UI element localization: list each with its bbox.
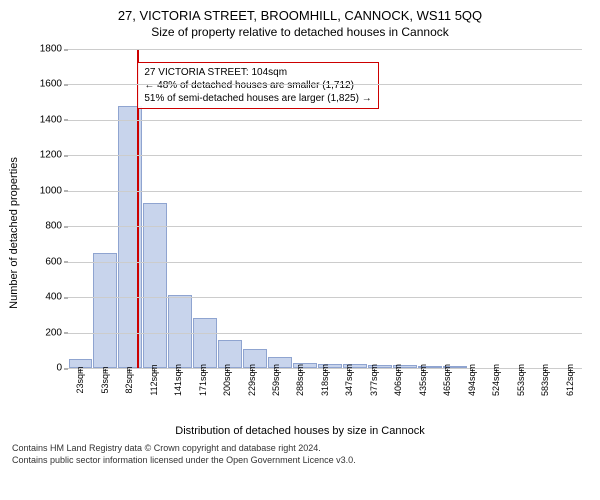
chart-subtitle: Size of property relative to detached ho… — [12, 25, 588, 39]
y-tick-label: 1400 — [40, 114, 68, 125]
x-tick-label: 347sqm — [344, 364, 354, 396]
plot-wrap: 27 VICTORIA STREET: 104sqm← 48% of detac… — [68, 49, 582, 369]
y-tick-label: 400 — [45, 292, 68, 303]
x-tick-label: 524sqm — [491, 364, 501, 396]
y-tick-label: 800 — [45, 221, 68, 232]
plot-region: 27 VICTORIA STREET: 104sqm← 48% of detac… — [68, 49, 582, 369]
x-tick-label: 141sqm — [173, 364, 183, 396]
x-ticks-group: 23sqm53sqm82sqm112sqm141sqm171sqm200sqm2… — [68, 369, 582, 423]
x-tick: 406sqm — [386, 369, 410, 423]
histogram-bar — [193, 318, 217, 368]
x-tick-label: 318sqm — [320, 364, 330, 396]
x-tick-label: 406sqm — [393, 364, 403, 396]
grid-line — [68, 191, 582, 192]
y-tick-label: 1800 — [40, 44, 68, 55]
footer-line-2: Contains public sector information licen… — [12, 455, 588, 467]
y-axis-label: Number of detached properties — [8, 157, 20, 309]
x-tick: 200sqm — [215, 369, 239, 423]
y-tick-label: 600 — [45, 256, 68, 267]
x-tick-label: 82sqm — [124, 366, 134, 393]
x-tick: 524sqm — [484, 369, 508, 423]
x-tick: 112sqm — [141, 369, 165, 423]
footer-line-1: Contains HM Land Registry data © Crown c… — [12, 443, 588, 455]
x-tick: 347sqm — [337, 369, 361, 423]
x-tick: 53sqm — [92, 369, 116, 423]
x-tick-label: 171sqm — [198, 364, 208, 396]
x-tick: 82sqm — [117, 369, 141, 423]
grid-line — [68, 262, 582, 263]
grid-line — [68, 297, 582, 298]
annotation-line: 27 VICTORIA STREET: 104sqm — [144, 66, 371, 79]
x-tick-label: 494sqm — [467, 364, 477, 396]
y-tick-label: 1600 — [40, 79, 68, 90]
footer: Contains HM Land Registry data © Crown c… — [12, 443, 588, 466]
y-tick-label: 0 — [56, 363, 68, 374]
x-tick: 465sqm — [435, 369, 459, 423]
chart-area: Number of detached properties 27 VICTORI… — [22, 43, 582, 423]
x-tick-label: 435sqm — [418, 364, 428, 396]
x-tick: 435sqm — [411, 369, 435, 423]
grid-line — [68, 120, 582, 121]
grid-line — [68, 155, 582, 156]
x-tick-label: 112sqm — [149, 364, 159, 395]
histogram-bar — [143, 203, 167, 368]
x-tick: 141sqm — [166, 369, 190, 423]
x-tick: 318sqm — [313, 369, 337, 423]
chart-title: 27, VICTORIA STREET, BROOMHILL, CANNOCK,… — [12, 8, 588, 23]
grid-line — [68, 84, 582, 85]
x-axis-label: Distribution of detached houses by size … — [12, 425, 588, 437]
x-tick: 494sqm — [460, 369, 484, 423]
x-tick-label: 553sqm — [516, 364, 526, 396]
y-tick-label: 200 — [45, 327, 68, 338]
x-tick: 377sqm — [362, 369, 386, 423]
x-tick-label: 53sqm — [100, 366, 110, 393]
y-tick-label: 1200 — [40, 150, 68, 161]
x-tick-label: 377sqm — [369, 364, 379, 396]
x-tick: 171sqm — [190, 369, 214, 423]
grid-line — [68, 333, 582, 334]
chart-container: 27, VICTORIA STREET, BROOMHILL, CANNOCK,… — [0, 0, 600, 500]
x-tick: 23sqm — [68, 369, 92, 423]
y-tick-label: 1000 — [40, 185, 68, 196]
x-tick-label: 229sqm — [247, 364, 257, 396]
grid-line — [68, 49, 582, 50]
x-tick: 288sqm — [288, 369, 312, 423]
x-tick-label: 465sqm — [442, 364, 452, 396]
x-tick-label: 583sqm — [540, 364, 550, 396]
x-tick-label: 200sqm — [222, 364, 232, 396]
x-tick-label: 259sqm — [271, 364, 281, 396]
x-tick: 612sqm — [557, 369, 581, 423]
x-tick: 583sqm — [533, 369, 557, 423]
x-tick-label: 612sqm — [565, 364, 575, 396]
annotation-line: 51% of semi-detached houses are larger (… — [144, 92, 371, 105]
x-tick: 259sqm — [264, 369, 288, 423]
histogram-bar — [93, 253, 117, 368]
x-tick-label: 23sqm — [75, 366, 85, 393]
x-tick: 553sqm — [508, 369, 532, 423]
x-tick-label: 288sqm — [295, 364, 305, 396]
x-tick: 229sqm — [239, 369, 263, 423]
grid-line — [68, 226, 582, 227]
